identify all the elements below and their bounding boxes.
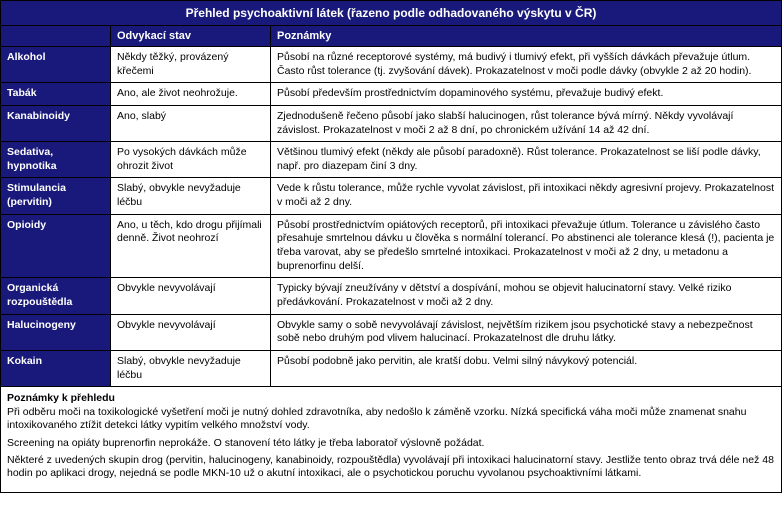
row-withdrawal: Ano, ale život neohrožuje. [111,83,271,106]
table-header-row: Odvykací stav Poznámky [1,26,782,47]
psychoactive-substances-table: Přehled psychoaktivní látek (řazeno podl… [0,0,782,387]
table-row: HalucinogenyObvykle nevyvolávajíObvykle … [1,314,782,350]
row-label: Kokain [1,350,111,386]
row-label: Opioidy [1,214,111,278]
table-title: Přehled psychoaktivní látek (řazeno podl… [1,1,782,26]
row-withdrawal: Ano, slabý [111,105,271,141]
row-notes: Většinou tlumivý efekt (někdy ale působí… [271,142,782,178]
row-withdrawal: Obvykle nevyvolávají [111,278,271,314]
table-row: Organická rozpouštědlaObvykle nevyvoláva… [1,278,782,314]
row-label: Tabák [1,83,111,106]
footnotes-section: Poznámky k přehledu Při odběru moči na t… [0,387,782,493]
row-label: Alkohol [1,47,111,83]
row-withdrawal: Slabý, obvykle nevyžaduje léčbu [111,350,271,386]
row-notes: Působí především prostřednictvím dopamin… [271,83,782,106]
table-row: Sedativa, hypnotikaPo vysokých dávkách m… [1,142,782,178]
row-notes: Působí na různé receptorové systémy, má … [271,47,782,83]
row-withdrawal: Někdy těžký, provázený křečemi [111,47,271,83]
row-withdrawal: Ano, u těch, kdo drogu přijímali denně. … [111,214,271,278]
footnote-paragraph: Screening na opiáty buprenorfin neprokáž… [7,437,775,450]
row-withdrawal: Slabý, obvykle nevyžaduje léčbu [111,178,271,214]
header-blank [1,26,111,47]
table-row: KokainSlabý, obvykle nevyžaduje léčbuPůs… [1,350,782,386]
row-notes: Obvykle samy o sobě nevyvolávají závislo… [271,314,782,350]
row-withdrawal: Po vysokých dávkách může ohrozit život [111,142,271,178]
row-label: Halucinogeny [1,314,111,350]
row-notes: Zjednodušeně řečeno působí jako slabší h… [271,105,782,141]
row-label: Sedativa, hypnotika [1,142,111,178]
table-row: OpioidyAno, u těch, kdo drogu přijímali … [1,214,782,278]
table-row: KanabinoidyAno, slabýZjednodušeně řečeno… [1,105,782,141]
table-title-row: Přehled psychoaktivní látek (řazeno podl… [1,1,782,26]
row-label: Stimulancia (pervitin) [1,178,111,214]
footnote-paragraph: Při odběru moči na toxikologické vyšetře… [7,406,775,432]
header-withdrawal: Odvykací stav [111,26,271,47]
table-row: AlkoholNěkdy těžký, provázený křečemiPůs… [1,47,782,83]
row-notes: Vede k růstu tolerance, může rychle vyvo… [271,178,782,214]
row-notes: Působí prostřednictvím opiátových recept… [271,214,782,278]
table-row: Stimulancia (pervitin)Slabý, obvykle nev… [1,178,782,214]
row-withdrawal: Obvykle nevyvolávají [111,314,271,350]
row-label: Kanabinoidy [1,105,111,141]
row-notes: Působí podobně jako pervitin, ale kratší… [271,350,782,386]
table-row: TabákAno, ale život neohrožuje.Působí př… [1,83,782,106]
row-label: Organická rozpouštědla [1,278,111,314]
header-notes: Poznámky [271,26,782,47]
footnote-paragraph: Některé z uvedených skupin drog (perviti… [7,454,775,480]
footnotes-title: Poznámky k přehledu [7,392,775,405]
row-notes: Typicky bývají zneužívány v dětství a do… [271,278,782,314]
